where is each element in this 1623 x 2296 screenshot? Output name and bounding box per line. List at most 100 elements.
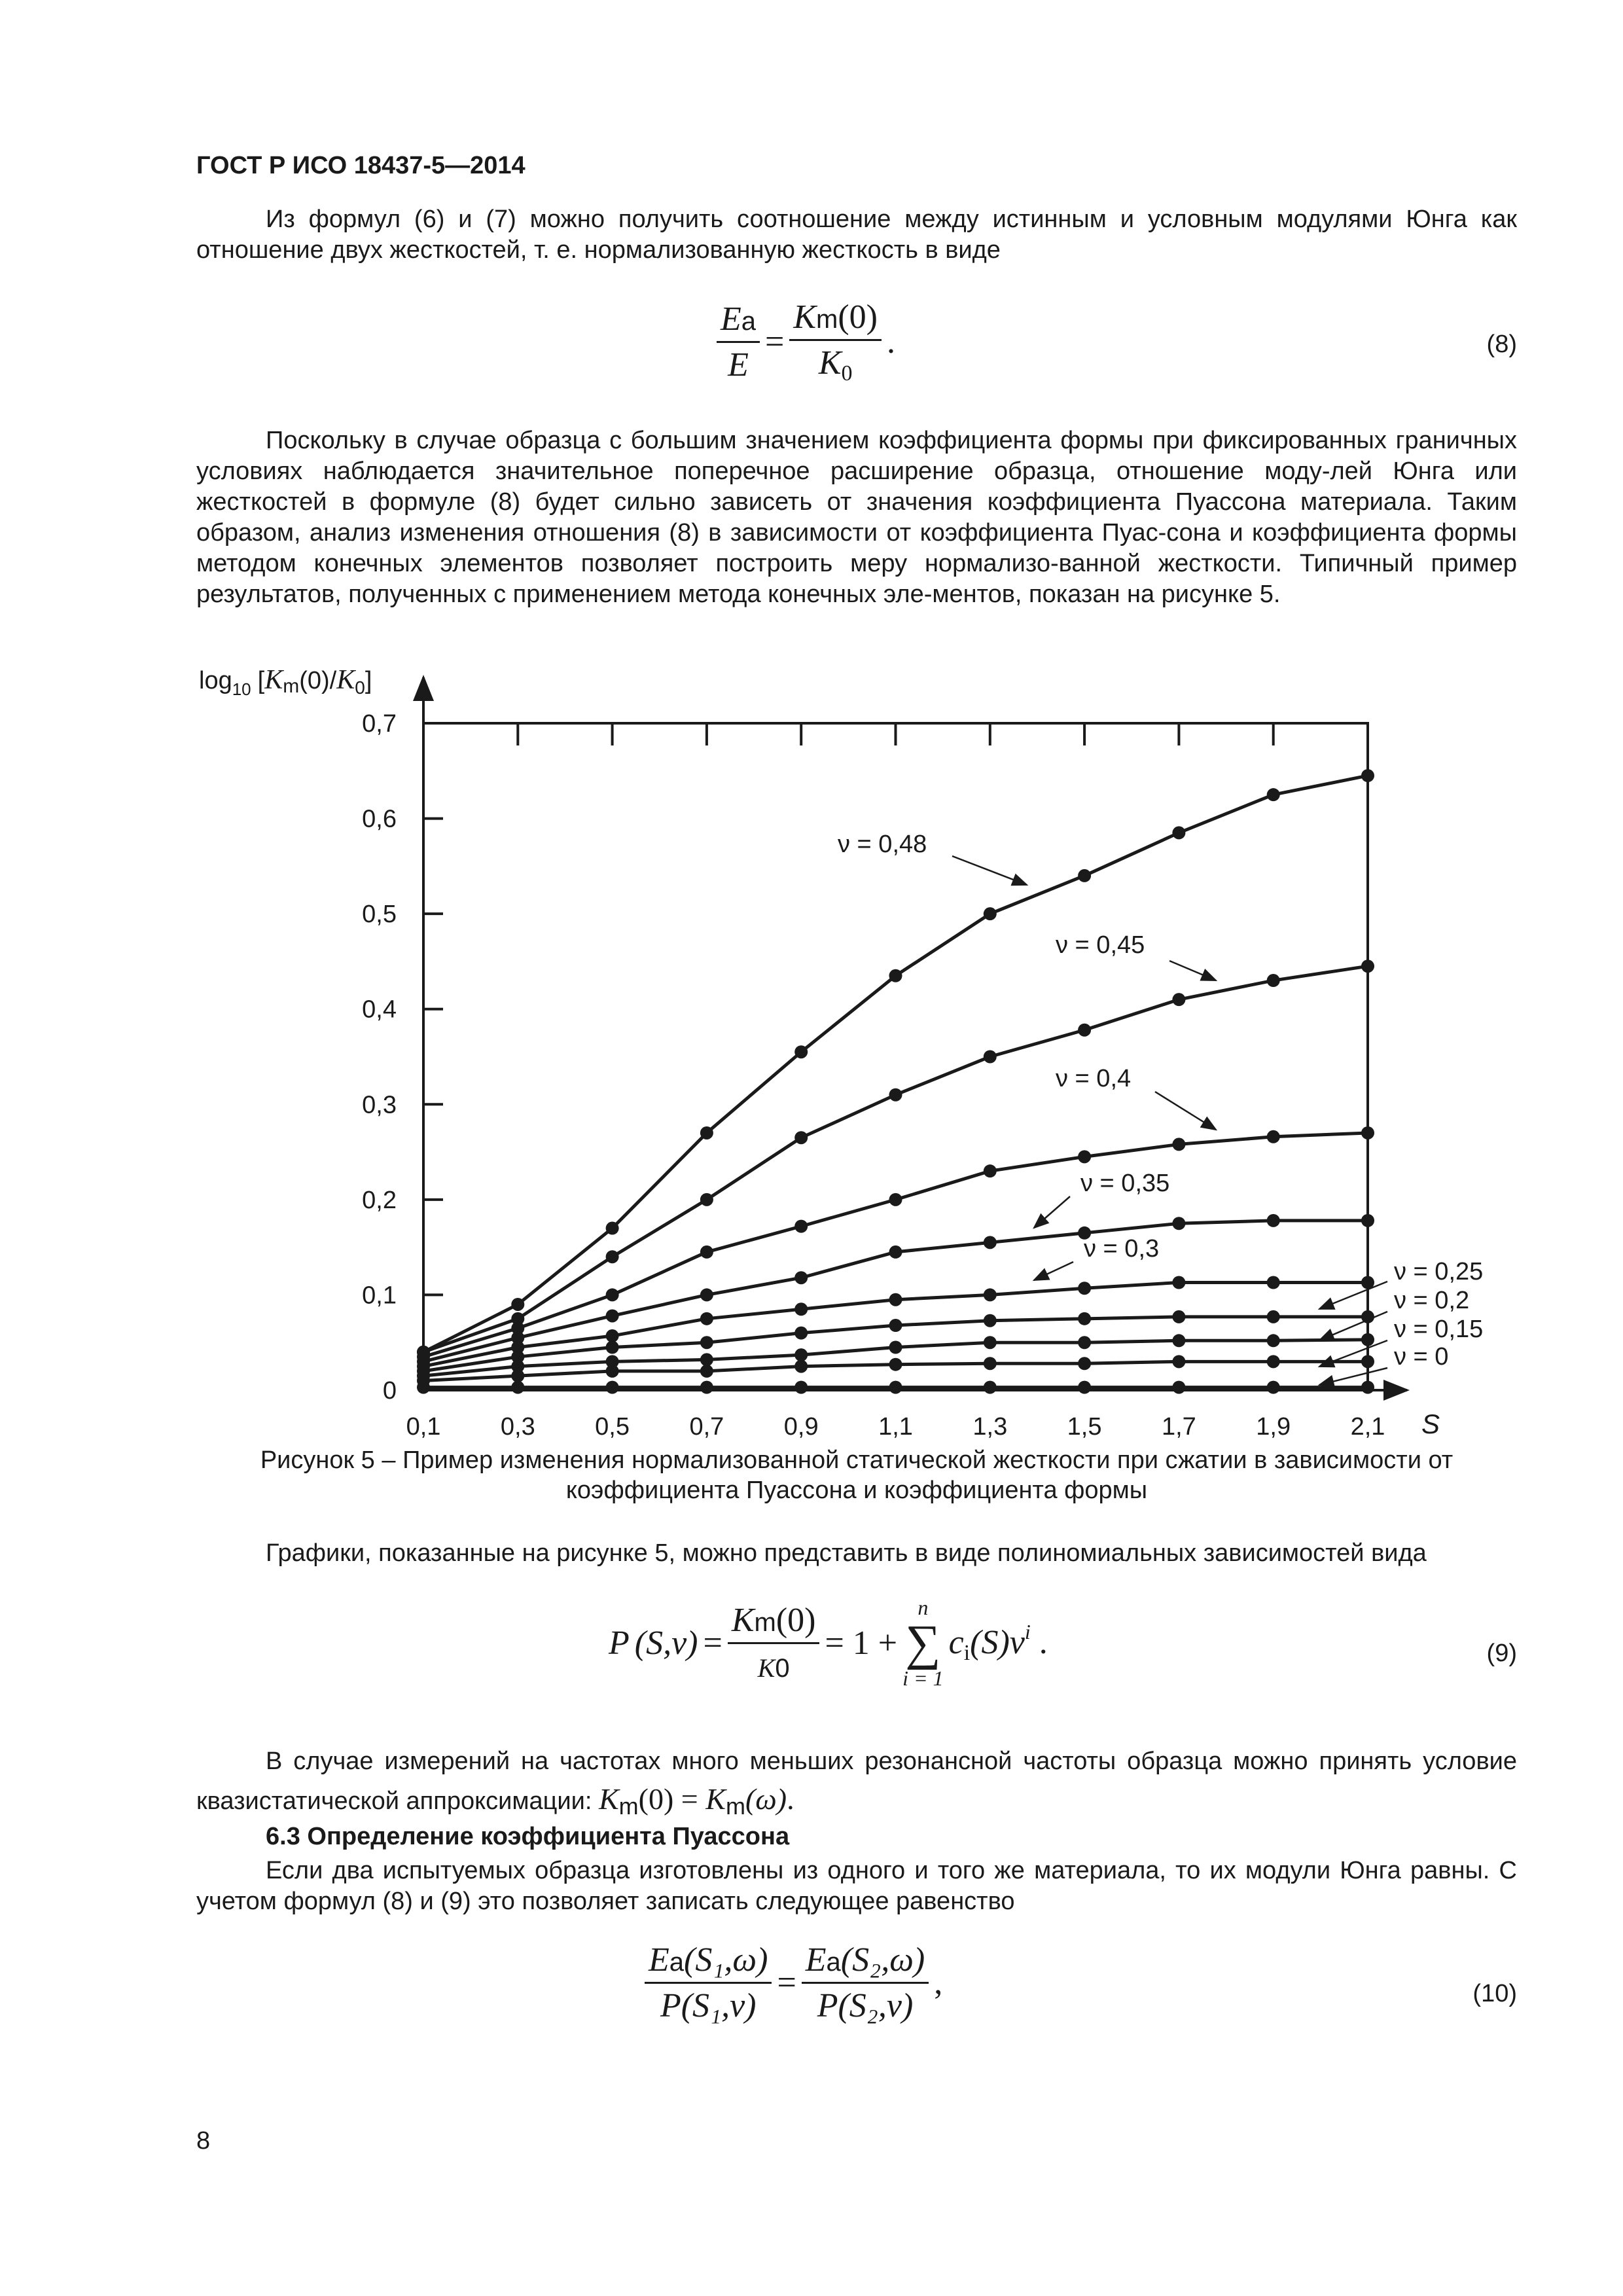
x-tick-label: 0,3 [501,1413,535,1441]
data-point [1172,1334,1186,1348]
data-point [794,1131,808,1145]
paragraph: Графики, показанные на рисунке 5, можно … [196,1538,1517,1569]
formula-token: P(S₁,ν) [660,1987,757,2024]
data-point [983,1357,997,1371]
equation-number: (10) [1472,1980,1517,2007]
y-tick-label: 0,4 [362,996,397,1024]
series-label-arrow [952,855,1029,886]
data-point [1078,1282,1092,1295]
data-point [1266,974,1280,988]
formula-token: i [1024,1620,1031,1643]
data-point [1172,826,1186,840]
paragraph: В случае измерений на частотах много мен… [196,1742,1517,1825]
data-point [700,1364,713,1378]
formula-token: P [609,1624,630,1662]
series-label: ν = 0,25 [1394,1258,1483,1285]
data-point [794,1380,808,1394]
data-point [605,1288,619,1302]
paragraph-text: В случае измерений на частотах много мен… [196,1748,1517,1815]
data-point [889,1380,902,1394]
data-point [889,1293,902,1306]
data-point [700,1288,713,1302]
data-point [605,1329,619,1343]
data-point [794,1359,808,1373]
data-point [605,1250,619,1264]
series-label: ν = 0,45 [1056,931,1145,959]
data-point [983,1314,997,1327]
y-tick-label: 0,1 [362,1282,397,1309]
paragraph-text: Если два испытуемых образца изготовлены … [196,1857,1517,1915]
data-point [794,1302,808,1316]
formula-token: = [777,1964,796,2001]
plot-frame [422,722,1369,1391]
data-point [605,1364,619,1378]
data-point [700,1380,713,1394]
formula-token: a [741,307,757,336]
formula-token: n [918,1596,929,1619]
data-point [983,1236,997,1249]
caption-line: коэффициента Пуассона и коэффициента фор… [565,1477,1148,1504]
data-point [1361,1126,1374,1139]
formula-token: (ω) [745,1782,787,1816]
series-label: ν = 0 [1394,1343,1448,1371]
formula-token: K [731,1601,755,1639]
data-point [983,1164,997,1178]
formula-token: m [618,1793,639,1820]
data-point [700,1245,713,1259]
data-point [794,1045,808,1059]
formula-token: a [826,1948,841,1977]
formula-token: K [598,1782,619,1816]
series-label-arrow [1317,1310,1388,1342]
figure-caption: Рисунок 5 – Пример изменения нормализова… [196,1445,1517,1505]
formula-token: P(S₂,ν) [817,1987,914,2024]
formula-token: 0 [775,1653,790,1683]
paragraph-text: Поскольку в случае образца с большим зна… [196,427,1517,608]
formula-token: = [765,323,785,361]
data-point [700,1193,713,1206]
y-tick-label: 0 [383,1377,397,1405]
series-label-arrow [1033,1196,1071,1229]
data-point [1172,1138,1186,1151]
data-point [1361,769,1374,783]
data-point [605,1221,619,1235]
caption-line: Рисунок 5 – Пример изменения нормализова… [260,1446,1454,1474]
series-label-arrow [1317,1280,1388,1310]
data-point [511,1350,525,1364]
data-point [511,1321,525,1335]
data-point [1266,1310,1280,1323]
formula-token: E [728,346,749,384]
data-point [889,1193,902,1206]
formula-token: . [787,1782,794,1816]
data-point [889,969,902,982]
formula-token: m [754,1607,776,1637]
data-point [1078,1312,1092,1325]
data-point [1172,1276,1186,1289]
formula-token: (S₁,ω) [684,1941,768,1979]
data-point [1078,1336,1092,1350]
data-point [889,1357,902,1371]
data-point [511,1340,525,1354]
formula-token: E [805,1941,827,1979]
formula-10: Ea(S₁,ω) P(S₁,ν) = Ea(S₂,ω) P(S₂,ν) , [645,1941,942,2025]
data-point [983,1336,997,1350]
formula-token: (S,ν) [634,1624,698,1662]
data-point [983,1050,997,1064]
series-label: ν = 0,4 [1056,1065,1131,1092]
formula-token: 0 [841,361,853,386]
data-point [605,1340,619,1354]
formula-9: P (S,ν) = Km(0) K0 = 1 + n ∑ i = 1 ci(S)νi . [609,1597,1048,1689]
formula-token: E [721,300,741,338]
data-point [794,1326,808,1340]
data-point [605,1355,619,1369]
data-point [889,1319,902,1333]
data-point [889,1245,902,1259]
series-label: ν = 0,2 [1394,1287,1469,1314]
x-tick-label: 1,9 [1256,1413,1291,1441]
data-point [983,1380,997,1394]
data-point [1361,1333,1374,1346]
x-tick-label: 0,9 [784,1413,819,1441]
y-tick-label: 0,7 [362,710,397,738]
data-point [1078,1380,1092,1394]
paragraph: Поскольку в случае образца с большим зна… [196,425,1517,610]
